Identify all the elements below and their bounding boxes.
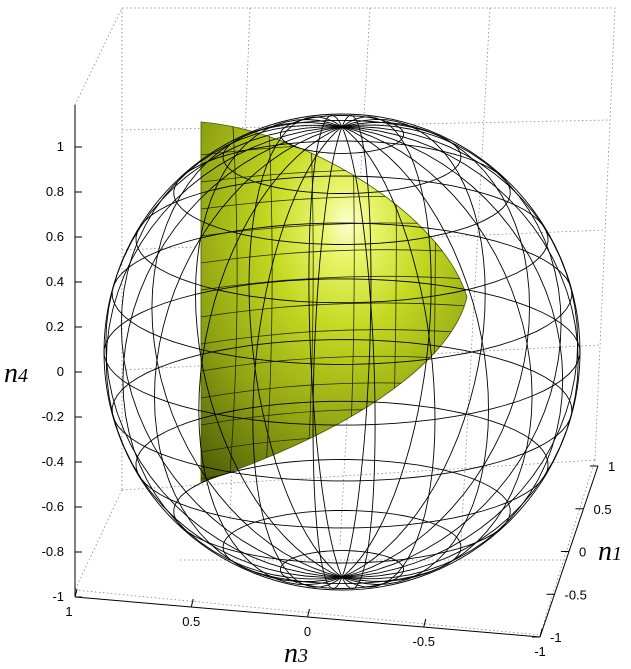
cap-fill	[200, 121, 468, 483]
n3-tick-label: -0.5	[413, 634, 435, 649]
n4-tick-label: 0.2	[46, 319, 64, 334]
n4-tick-label: 0.4	[46, 274, 64, 289]
n4-tick-label: -0.2	[42, 409, 64, 424]
sphere-parallel	[173, 140, 511, 245]
shaded-cap-surface	[200, 121, 468, 483]
n4-tick-label: 0.8	[46, 184, 64, 199]
sphere-outline	[103, 113, 581, 591]
n1-tick-marks	[532, 465, 598, 638]
sphere-parallel	[173, 459, 511, 564]
n4-tick-label: -0.4	[42, 454, 64, 469]
n1-tick-labels: 1 0.5 0 -0.5 -1	[550, 459, 615, 645]
cap-mesh-row	[201, 302, 467, 318]
n4-tick-label: -0.8	[42, 544, 64, 559]
n4-axis-label: n4	[4, 358, 28, 389]
sphere-parallel	[111, 222, 573, 365]
wireframe-sphere	[103, 113, 581, 591]
n1-tick-label: -1	[550, 630, 562, 645]
n3-tick	[307, 608, 310, 618]
n1-tick-label: 0	[579, 545, 586, 560]
sphere-parallel	[222, 119, 462, 194]
n4-tick-marks	[75, 146, 82, 598]
sphere-parallel	[222, 510, 462, 585]
n3-tick	[190, 598, 194, 608]
cap-mesh-row	[201, 275, 467, 291]
n1-tick-label: -0.5	[565, 587, 587, 602]
n4-tick-label: 1	[57, 139, 64, 154]
n4-tick-label: 0.6	[46, 229, 64, 244]
sphere-parallel	[103, 278, 581, 426]
n3-tick	[539, 628, 543, 638]
n3-axis-label: n3	[284, 638, 308, 669]
n4-tick-label: -0.6	[42, 499, 64, 514]
n1-tick-label: 1	[608, 459, 615, 474]
n3-tick	[74, 588, 78, 598]
n3-tick-labels: 1 0.5 0 -0.5 -1	[65, 604, 545, 659]
sphere-parallel	[135, 400, 549, 529]
n3-tick-label: -1	[534, 644, 546, 659]
cap-mesh-column	[227, 122, 238, 482]
sphere-parallel	[135, 175, 549, 304]
n4-tick-labels: -1 -0.8 -0.6 -0.4 -0.2 0 0.2 0.4 0.6 0.8 1	[42, 139, 64, 604]
sphere-parallel	[279, 115, 405, 154]
n3-tick-label: 0	[304, 624, 311, 639]
n1-tick-label: 0.5	[594, 502, 612, 517]
n1-axis-label: n1	[598, 536, 622, 567]
n4-tick-label: 0	[57, 364, 64, 379]
n3-tick-marks	[74, 588, 543, 638]
n3-tick	[423, 618, 427, 628]
n4-tick-label: -1	[52, 589, 64, 604]
n3-tick-label: 0.5	[182, 614, 200, 629]
sphere-parallel	[279, 550, 405, 589]
n3-tick-label: 1	[65, 604, 72, 619]
